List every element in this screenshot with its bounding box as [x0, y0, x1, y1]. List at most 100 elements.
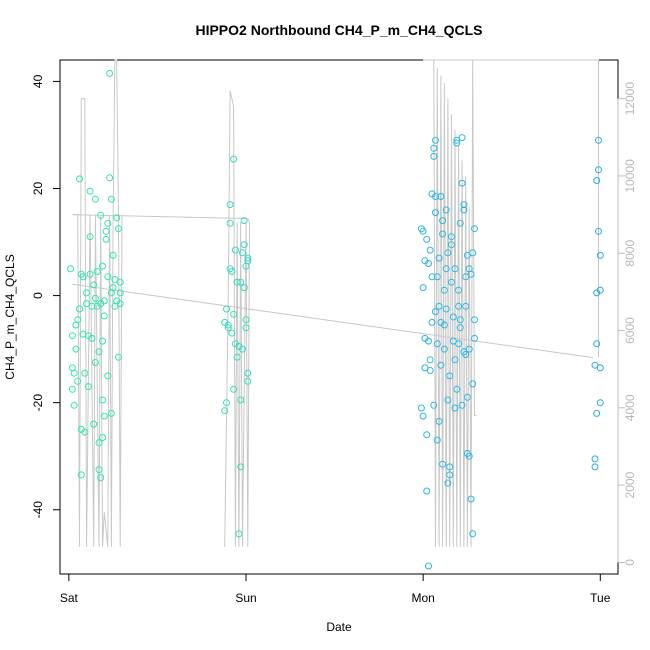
data-point-s2-44 [442, 305, 450, 313]
data-point-s2-69 [458, 179, 466, 187]
data-point-s1-5 [224, 324, 232, 332]
data-point-s2-34 [437, 193, 445, 200]
data-point-s0-1 [68, 332, 76, 340]
data-point-s2-27 [433, 273, 441, 281]
data-point-s2-42 [442, 265, 450, 273]
x-tick-label-2: Mon [411, 591, 434, 605]
data-point-s0-58 [109, 251, 117, 259]
data-point-s2-87 [469, 249, 477, 257]
data-point-s2-61 [453, 385, 461, 393]
y2-tick-label-6: 12000 [623, 82, 637, 116]
data-point-s1-2 [223, 305, 230, 313]
data-point-s2-8 [423, 235, 431, 243]
data-point-s0-42 [99, 396, 106, 404]
data-point-s3-9 [595, 166, 602, 174]
secondary-line-0 [72, 59, 123, 547]
data-point-s0-68 [116, 289, 124, 297]
y2-tick-label-0: 0 [623, 559, 637, 566]
data-point-s0-20 [83, 300, 91, 308]
data-point-s2-51 [448, 278, 455, 286]
y-tick-label-0: -40 [31, 501, 45, 519]
data-point-s2-82 [465, 345, 473, 353]
data-point-s2-30 [435, 254, 443, 262]
data-point-s0-47 [100, 412, 108, 420]
data-point-s0-56 [107, 409, 115, 417]
data-point-s3-10 [596, 399, 604, 407]
data-point-s2-56 [451, 265, 459, 273]
data-point-s0-8 [74, 377, 82, 385]
data-point-s0-43 [99, 337, 106, 345]
data-point-s1-6 [226, 201, 234, 209]
data-point-s3-2 [591, 361, 599, 369]
data-point-s2-90 [471, 334, 478, 342]
data-point-s2-36 [439, 460, 447, 468]
data-point-s3-0 [591, 455, 599, 463]
data-point-s1-14 [231, 246, 239, 254]
data-point-s0-49 [102, 227, 110, 235]
data-point-s1-17 [233, 278, 241, 286]
data-point-s1-9 [228, 329, 236, 337]
data-point-s0-55 [107, 195, 115, 203]
data-point-s2-11 [425, 337, 432, 345]
data-point-s2-15 [426, 367, 434, 374]
data-point-s2-73 [460, 206, 468, 214]
data-point-s2-64 [455, 286, 463, 294]
data-point-s1-7 [226, 219, 234, 227]
data-point-s0-48 [102, 235, 110, 243]
y2-tick-label-1: 2000 [623, 471, 637, 498]
y2-tick-label-2: 4000 [623, 394, 637, 421]
data-point-s2-40 [440, 286, 448, 294]
data-point-s1-13 [230, 385, 238, 393]
data-point-s2-28 [433, 340, 441, 348]
data-point-s2-50 [446, 471, 454, 479]
data-point-s1-11 [230, 155, 238, 163]
data-point-s3-4 [593, 409, 601, 417]
x-axis: Sat Sun Mon Tue [60, 573, 611, 605]
y-tick-label-1: -20 [31, 394, 45, 412]
data-point-s0-67 [116, 300, 124, 308]
data-point-s2-46 [444, 396, 452, 404]
data-point-s0-36 [95, 466, 103, 474]
data-point-s0-14 [77, 471, 85, 479]
data-point-s2-86 [469, 530, 477, 538]
data-point-s0-11 [76, 305, 83, 313]
data-point-s0-52 [104, 273, 112, 281]
data-point-s3-3 [593, 340, 601, 348]
data-point-s2-29 [433, 436, 441, 444]
data-point-s2-89 [471, 225, 478, 233]
data-point-s0-44 [99, 262, 106, 270]
data-point-s2-84 [467, 495, 475, 503]
data-point-s1-34 [244, 369, 252, 377]
data-point-s2-20 [430, 401, 438, 409]
data-point-s0-46 [100, 312, 108, 320]
data-point-s0-41 [99, 434, 106, 441]
data-point-s2-25 [432, 193, 439, 200]
data-point-s0-53 [106, 69, 114, 77]
data-point-s1-27 [240, 241, 248, 249]
data-point-s2-24 [432, 136, 439, 144]
data-point-s3-7 [595, 227, 602, 235]
data-point-s0-40 [97, 474, 105, 482]
secondary-line-2 [72, 214, 247, 219]
data-point-s2-13 [425, 260, 432, 267]
data-point-s2-70 [458, 401, 466, 409]
data-point-s2-65 [456, 219, 464, 227]
data-point-s0-26 [88, 334, 96, 342]
data-points [67, 69, 604, 570]
data-point-s3-13 [596, 286, 604, 294]
data-point-s2-83 [467, 270, 475, 278]
data-point-s0-9 [74, 316, 82, 324]
data-point-s1-0 [221, 407, 229, 415]
data-point-s0-61 [111, 276, 119, 283]
data-point-s1-3 [223, 399, 230, 407]
data-point-s2-14 [426, 356, 434, 364]
data-point-s2-16 [426, 246, 434, 254]
data-point-s2-23 [432, 308, 439, 316]
data-point-s0-18 [81, 369, 89, 377]
data-point-s0-3 [68, 385, 76, 393]
data-point-s2-48 [446, 372, 454, 380]
data-point-s0-33 [93, 268, 101, 275]
x-tick-label-3: Tue [590, 591, 611, 605]
data-point-s0-64 [115, 225, 122, 233]
